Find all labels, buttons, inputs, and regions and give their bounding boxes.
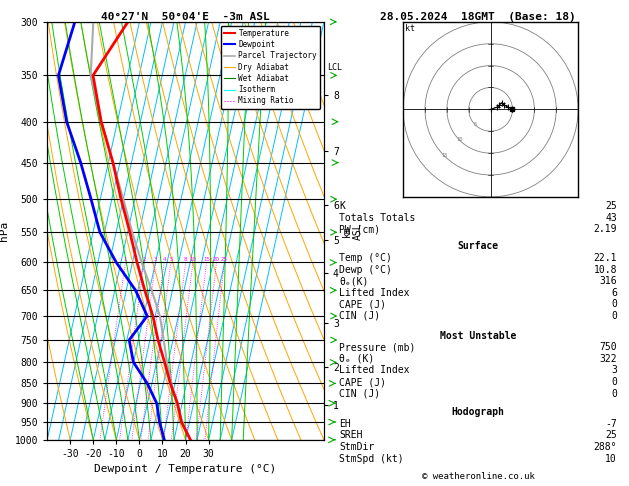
Text: 322: 322	[599, 354, 617, 364]
Text: SREH: SREH	[339, 431, 362, 440]
Text: 8: 8	[184, 258, 187, 262]
Text: 25: 25	[605, 431, 617, 440]
Text: Temp (°C): Temp (°C)	[339, 253, 392, 263]
Text: EH: EH	[339, 419, 351, 429]
Text: 288°: 288°	[594, 442, 617, 452]
Text: 43: 43	[605, 213, 617, 223]
Text: 0: 0	[611, 299, 617, 309]
X-axis label: Dewpoint / Temperature (°C): Dewpoint / Temperature (°C)	[94, 465, 277, 474]
Text: 15: 15	[442, 153, 448, 158]
Text: 0: 0	[611, 377, 617, 387]
Text: 15: 15	[203, 258, 210, 262]
Text: 10: 10	[457, 138, 463, 142]
Text: K: K	[339, 201, 345, 211]
Y-axis label: hPa: hPa	[0, 221, 9, 241]
Text: Dewp (°C): Dewp (°C)	[339, 264, 392, 275]
Text: 5: 5	[474, 122, 477, 127]
Text: CAPE (J): CAPE (J)	[339, 299, 386, 309]
Text: 3: 3	[611, 365, 617, 376]
Y-axis label: km
ASL: km ASL	[342, 222, 363, 240]
Text: Most Unstable: Most Unstable	[440, 331, 516, 341]
Text: 25: 25	[221, 258, 228, 262]
Text: StmDir: StmDir	[339, 442, 374, 452]
Text: Lifted Index: Lifted Index	[339, 365, 409, 376]
Text: θₑ(K): θₑ(K)	[339, 276, 369, 286]
Text: CAPE (J): CAPE (J)	[339, 377, 386, 387]
Text: CIN (J): CIN (J)	[339, 389, 380, 399]
Text: CIN (J): CIN (J)	[339, 311, 380, 321]
Text: 3: 3	[154, 258, 157, 262]
Text: 25: 25	[605, 201, 617, 211]
Text: θₑ (K): θₑ (K)	[339, 354, 374, 364]
Text: Pressure (mb): Pressure (mb)	[339, 342, 416, 352]
Text: 4: 4	[162, 258, 166, 262]
Text: 28.05.2024  18GMT  (Base: 18): 28.05.2024 18GMT (Base: 18)	[380, 12, 576, 22]
Text: PW (cm): PW (cm)	[339, 225, 380, 234]
Text: LCL: LCL	[326, 63, 342, 71]
Text: 750: 750	[599, 342, 617, 352]
Text: © weatheronline.co.uk: © weatheronline.co.uk	[421, 472, 535, 481]
Text: 0: 0	[611, 389, 617, 399]
Text: 2.19: 2.19	[594, 225, 617, 234]
Text: 10: 10	[605, 453, 617, 464]
Text: Hodograph: Hodograph	[452, 407, 504, 417]
Text: Lifted Index: Lifted Index	[339, 288, 409, 297]
Text: 20: 20	[213, 258, 220, 262]
Text: 40°27'N  50°04'E  -3m ASL: 40°27'N 50°04'E -3m ASL	[101, 12, 270, 22]
Text: 0: 0	[611, 311, 617, 321]
Legend: Temperature, Dewpoint, Parcel Trajectory, Dry Adiabat, Wet Adiabat, Isotherm, Mi: Temperature, Dewpoint, Parcel Trajectory…	[221, 26, 320, 108]
Text: 1: 1	[124, 258, 127, 262]
Text: StmSpd (kt): StmSpd (kt)	[339, 453, 404, 464]
Text: 2: 2	[142, 258, 146, 262]
Text: 6: 6	[611, 288, 617, 297]
Text: 5: 5	[169, 258, 172, 262]
Text: 10.8: 10.8	[594, 264, 617, 275]
Text: 316: 316	[599, 276, 617, 286]
Text: Totals Totals: Totals Totals	[339, 213, 416, 223]
Text: 22.1: 22.1	[594, 253, 617, 263]
Text: Surface: Surface	[457, 242, 499, 251]
Text: -7: -7	[605, 419, 617, 429]
Text: kt: kt	[405, 24, 415, 33]
Text: 10: 10	[189, 258, 196, 262]
